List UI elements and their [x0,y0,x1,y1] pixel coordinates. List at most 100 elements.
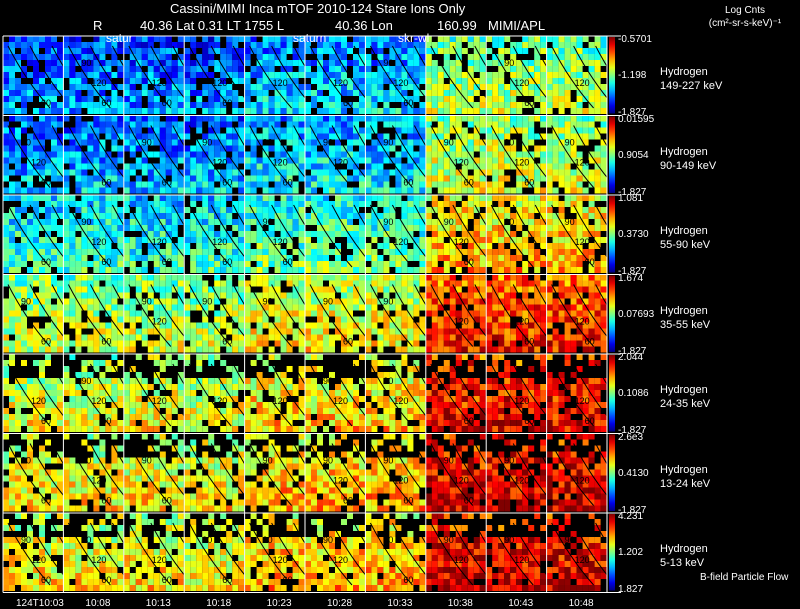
pixel-cell [323,255,329,261]
pixel-cell [171,181,178,188]
pixel-cell [292,249,299,255]
pixel-cell [262,249,269,255]
pixel-cell [93,121,100,128]
pixel-cell [280,340,287,347]
pixel-cell [558,102,565,108]
pixel-cell [190,108,197,114]
pixel-cell [437,42,444,48]
pixel-cell [510,157,517,164]
pixel-cell [9,420,15,426]
pixel-cell [286,121,293,128]
pixel-cell [498,195,505,201]
pixel-cell [461,72,468,78]
contour-label: 60 [222,178,232,188]
pixel-cell [286,207,293,213]
pixel-cell [15,66,21,72]
pixel-cell [528,163,535,170]
pixel-cell [244,78,251,84]
pixel-cell [196,346,203,353]
pixel-cell [280,267,287,273]
pixel-cell [105,163,112,170]
pixel-cell [250,36,257,42]
pixel-cell [437,213,444,219]
pixel-cell [353,292,359,299]
pixel-cell [286,316,293,323]
pixel-cell [588,249,595,255]
pixel-cell [262,102,269,108]
pixel-cell [244,255,251,261]
pixel-cell [208,139,215,146]
pixel-cell [202,36,209,42]
pixel-cell [232,219,239,225]
pixel-cell [329,169,335,176]
pixel-cell [510,72,517,78]
contour-label: 60 [41,416,51,426]
pixel-cell [413,346,420,353]
contour-line [369,45,413,109]
pixel-cell [45,328,51,335]
pixel-cell [123,225,130,231]
pixel-cell [27,157,33,164]
pixel-cell [39,115,45,122]
pixel-cell [534,225,541,231]
pixel-cell [123,310,130,317]
pixel-cell [359,334,365,341]
contour-label: 60 [343,337,353,347]
contour-label: 60 [524,337,534,347]
pixel-cell [75,78,82,84]
pixel-cell [347,139,353,146]
pixel-cell [588,169,595,176]
pixel-cell [81,102,88,108]
pixel-cell [171,328,178,335]
pixel-cell [274,225,281,231]
pixel-cell [407,48,414,54]
pixel-cell [51,195,57,201]
pixel-cell [69,195,76,201]
pixel-cell [437,280,444,287]
pixel-cell [588,78,595,84]
pixel-cell [196,115,203,122]
pixel-cell [39,207,45,213]
pixel-cell [413,133,420,140]
pixel-cell [473,231,480,237]
pixel-cell [413,151,420,158]
pixel-cell [33,322,39,329]
pixel-cell [552,261,559,267]
pixel-cell [443,225,450,231]
pixel-cell [437,151,444,158]
pixel-cell [419,255,426,261]
pixel-cell [9,48,15,54]
pixel-cell [455,280,462,287]
pixel-cell [323,310,329,317]
pixel-cell [443,181,450,188]
pixel-cell [323,201,329,207]
pixel-cell [552,201,559,207]
pixel-cell [317,249,323,255]
pixel-cell [564,90,571,96]
pixel-cell [87,84,94,90]
pixel-cell [588,121,595,128]
pixel-cell [546,36,553,42]
pixel-cell [153,207,160,213]
pixel-cell [202,181,209,188]
pixel-cell [546,175,553,182]
pixel-cell [353,66,359,72]
contour-label: 60 [464,257,474,267]
pixel-cell [33,163,39,170]
pixel-cell [39,378,45,384]
pixel-cell [594,163,601,170]
pixel-cell [196,72,203,78]
pixel-cell [220,78,227,84]
pixel-cell [220,145,227,152]
pixel-cell [576,175,583,182]
pixel-cell [510,48,517,54]
pixel-cell [395,139,402,146]
pixel-cell [250,163,257,170]
pixel-cell [329,42,335,48]
pixel-cell [329,48,335,54]
pixel-cell [600,84,607,90]
pixel-cell [582,139,589,146]
pixel-cell [45,157,51,164]
pixel-cell [147,48,154,54]
pixel-cell [214,280,221,287]
